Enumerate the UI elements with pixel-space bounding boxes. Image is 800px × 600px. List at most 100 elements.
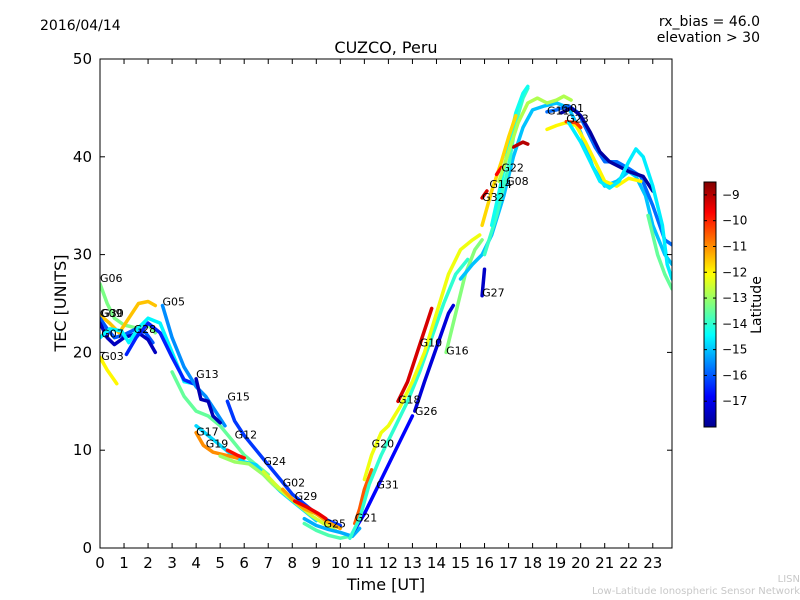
prn-label-g07: G07 (101, 328, 124, 341)
x-tick-label: 9 (312, 554, 322, 572)
tec-track-17 (292, 499, 328, 521)
tec-track-7 (160, 303, 227, 428)
footer: LISN Low-Latitude Ionospheric Sensor Net… (592, 574, 800, 598)
prn-label-g05: G05 (162, 295, 185, 308)
tec-track-6 (124, 321, 196, 386)
tec-track-37 (559, 106, 655, 193)
prn-label-g18: G18 (398, 393, 421, 406)
x-tick-label: 3 (167, 554, 177, 572)
colorbar-label: Latitude (749, 276, 765, 334)
prn-label-g13: G13 (196, 368, 219, 381)
chart-title: CUZCO, Peru (334, 38, 438, 57)
tec-track-1 (100, 299, 158, 335)
colorbar-tick-label: −14 (722, 317, 747, 331)
tec-track-23 (362, 233, 482, 482)
tec-track-25 (413, 303, 456, 413)
x-tick-label: 22 (619, 554, 638, 572)
tec-track-9 (194, 377, 222, 425)
prn-label-g27: G27 (482, 287, 505, 300)
prn-label-g10: G10 (420, 337, 443, 350)
prn-label-g28: G28 (134, 323, 157, 336)
prn-label-g17: G17 (196, 426, 219, 439)
prn-label-g12: G12 (235, 428, 258, 441)
tec-track-34 (511, 140, 530, 149)
plot-frame (99, 58, 673, 549)
x-tick-label: 8 (287, 554, 297, 572)
prn-label-g11: G11 (547, 105, 570, 118)
y-tick-label: 0 (82, 539, 92, 557)
prn-label-g32: G32 (482, 191, 505, 204)
x-tick-label: 20 (571, 554, 590, 572)
footer-org-short: LISN (777, 574, 800, 585)
colorbar-tick-label: −15 (722, 343, 747, 357)
tec-track-19 (302, 516, 362, 539)
y-tick-label: 10 (73, 441, 92, 459)
prn-label-g30: G30 (101, 307, 124, 320)
x-tick-label: 18 (523, 554, 542, 572)
colorbar-tick-label: −10 (722, 214, 747, 228)
prn-label-g29: G29 (295, 490, 318, 503)
tec-track-28 (480, 267, 487, 298)
x-tick-label: 19 (547, 554, 566, 572)
x-tick-label: 23 (643, 554, 662, 572)
x-tick-label: 14 (427, 554, 446, 572)
tec-track-4 (100, 355, 119, 386)
y-axis-label: TEC [UNITS] (51, 255, 70, 353)
tec-track-31 (480, 113, 518, 228)
tec-track-32 (480, 189, 489, 200)
x-tick-label: 15 (451, 554, 470, 572)
tec-track-24 (396, 306, 434, 404)
colorbar-tick-label: −13 (722, 291, 747, 305)
x-tick-label: 16 (475, 554, 494, 572)
prn-label-g26: G26 (415, 405, 438, 418)
prn-label-g01: G01 (561, 102, 584, 115)
tec-track-14 (225, 448, 246, 460)
x-tick-label: 1 (119, 554, 129, 572)
x-tick-label: 11 (355, 554, 374, 572)
y-tick-label: 20 (73, 343, 92, 361)
prn-label-g23: G23 (566, 113, 589, 126)
x-tick-label: 4 (191, 554, 201, 572)
x-tick-label: 7 (263, 554, 273, 572)
tec-track-26 (444, 238, 484, 355)
colorbar-tick-label: −11 (722, 239, 747, 253)
tec-track-36 (545, 104, 672, 247)
tec-track-33 (494, 165, 504, 177)
tec-track-20 (353, 468, 374, 526)
x-tick-label: 12 (379, 554, 398, 572)
prn-label-g21: G21 (355, 512, 378, 525)
prn-label-g02: G02 (283, 476, 306, 489)
y-tick-label: 40 (73, 148, 92, 166)
tec-track-41 (646, 213, 672, 291)
tec-track-40 (566, 120, 672, 281)
x-tick-label: 10 (331, 554, 350, 572)
prn-label-g14: G14 (489, 178, 512, 191)
tec-track-16 (280, 487, 343, 531)
prn-label-g15: G15 (227, 390, 250, 403)
prn-label-g09: G09 (100, 307, 123, 320)
footer-org-long: Low-Latitude Ionospheric Sensor Network (592, 586, 800, 597)
prn-label-g16: G16 (446, 344, 469, 357)
y-tick-label: 50 (73, 50, 92, 68)
x-tick-label: 2 (143, 554, 153, 572)
x-axis-label: Time [UT] (346, 575, 425, 594)
colorbar-tick-label: −12 (722, 265, 747, 279)
prn-label-g22: G22 (501, 161, 524, 174)
prn-label-g03: G03 (101, 350, 124, 363)
x-tick-label: 6 (239, 554, 249, 572)
tec-track-12 (194, 430, 239, 460)
receiver-info: rx_bias = 46.0 elevation > 30 (657, 14, 760, 46)
x-tick-label: 13 (403, 554, 422, 572)
tec-track-18 (302, 521, 352, 540)
y-tick-label: 30 (73, 246, 92, 264)
prn-label-g08: G08 (506, 175, 529, 188)
tec-track-38 (545, 120, 643, 188)
axes-layer: 0 1 2 3 4 5 6 7 8 9 10 11 12 13 14 15 16 17 18 19 20 21 22 2301… (73, 50, 672, 572)
tec-track-22 (348, 257, 470, 540)
x-tick-label: 0 (95, 554, 105, 572)
date-label: 2016/04/14 (40, 18, 121, 34)
colorbar-gradient (703, 181, 717, 428)
x-tick-label: 21 (595, 554, 614, 572)
colorbar-tick-label: −9 (722, 188, 740, 202)
